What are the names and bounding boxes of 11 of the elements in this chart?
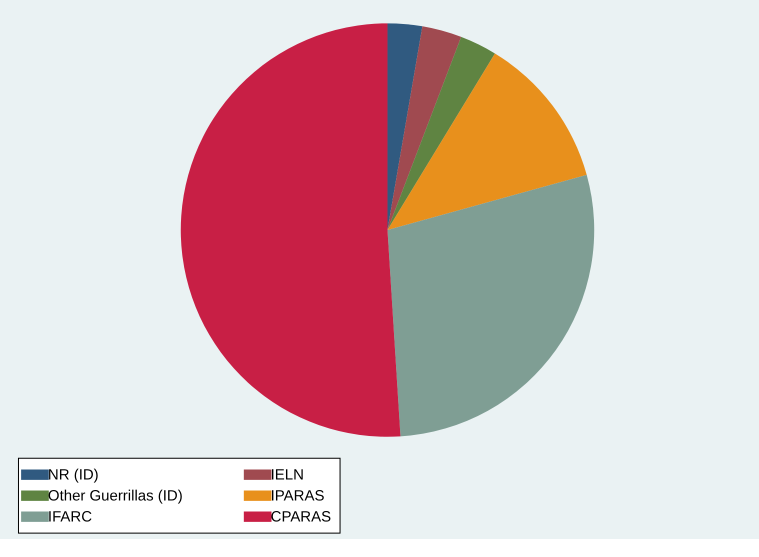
legend-label: Other Guerrillas (ID) xyxy=(48,488,183,505)
legend-label: IFARC xyxy=(48,508,92,526)
pie-slice xyxy=(387,26,462,230)
legend-label: NR (ID) xyxy=(48,466,99,484)
pie-slice xyxy=(387,174,594,436)
legend-label: IELN xyxy=(270,466,304,484)
pie-slice xyxy=(387,23,422,230)
pie-slice xyxy=(387,53,587,230)
pie-slice xyxy=(387,36,495,230)
legend-label: IPARAS xyxy=(270,488,324,505)
pie-slice xyxy=(180,23,400,436)
